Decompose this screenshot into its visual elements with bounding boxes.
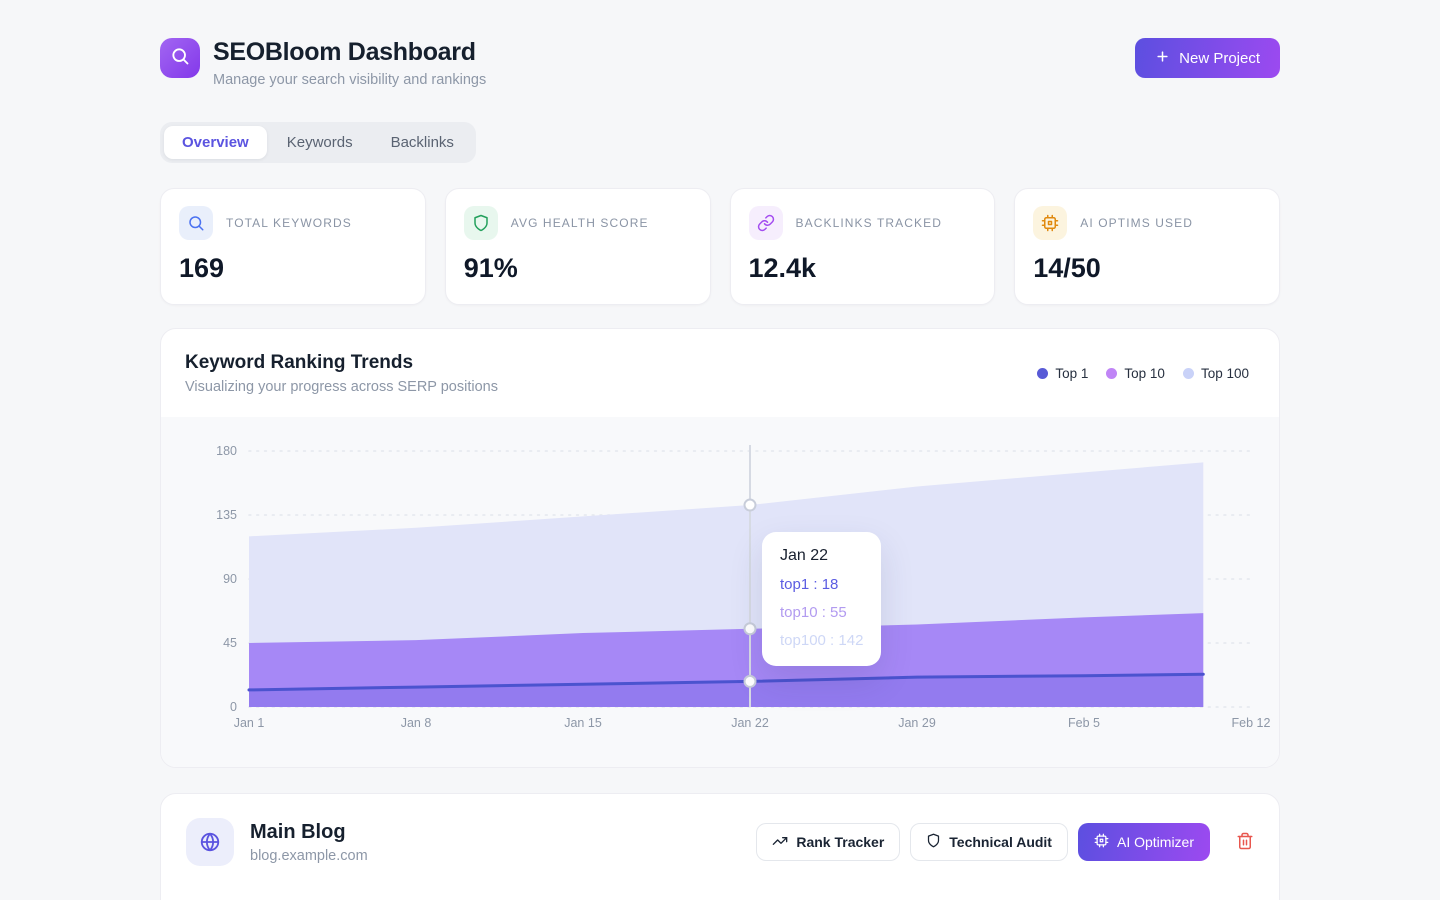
- page-subtitle: Manage your search visibility and rankin…: [213, 72, 487, 88]
- svg-text:45: 45: [223, 636, 237, 650]
- plus-icon: [1155, 49, 1170, 68]
- tab-overview[interactable]: Overview: [164, 126, 267, 159]
- new-project-button[interactable]: New Project: [1135, 38, 1280, 78]
- site-name: Main Blog: [250, 820, 346, 843]
- stat-label: BACKLINKS TRACKED: [795, 216, 943, 230]
- trending-up-icon: [772, 833, 788, 852]
- globe-icon: [186, 818, 234, 866]
- site-info: Main Blog blog.example.com: [250, 821, 368, 864]
- technical-audit-label: Technical Audit: [949, 834, 1052, 850]
- svg-text:90: 90: [223, 572, 237, 586]
- header: SEOBloom Dashboard Manage your search vi…: [160, 0, 1280, 88]
- link-icon: [748, 206, 783, 240]
- chart-tooltip: Jan 22 top1 : 18 top10 : 55 top100 : 142: [762, 532, 882, 666]
- rank-tracker-button[interactable]: Rank Tracker: [756, 823, 901, 861]
- ai-optimizer-button[interactable]: AI Optimizer: [1077, 823, 1210, 861]
- tab-keywords[interactable]: Keywords: [286, 134, 353, 151]
- legend-dot-top100: [1182, 367, 1194, 379]
- brand-text: SEOBloom Dashboard Manage your search vi…: [213, 38, 486, 88]
- stat-label: AI OPTIMS USED: [1080, 216, 1193, 230]
- stat-label: AVG HEALTH SCORE: [510, 216, 649, 230]
- site-card-main-blog: Main Blog blog.example.com Rank Tracker …: [160, 793, 1280, 900]
- tab-backlinks[interactable]: Backlinks: [390, 134, 454, 151]
- stat-top: AVG HEALTH SCORE: [463, 206, 692, 240]
- svg-text:Feb 5: Feb 5: [1068, 716, 1100, 730]
- legend-item-top100[interactable]: Top 100: [1182, 365, 1249, 381]
- stat-card-ai-optims: AI OPTIMS USED 14/50: [1014, 188, 1280, 305]
- stat-top: BACKLINKS TRACKED: [748, 206, 977, 240]
- svg-text:Jan 8: Jan 8: [401, 716, 432, 730]
- trash-icon: [1236, 832, 1254, 853]
- stat-label: TOTAL KEYWORDS: [226, 216, 352, 230]
- rank-tracker-label: Rank Tracker: [796, 834, 885, 850]
- svg-text:Jan 29: Jan 29: [898, 716, 936, 730]
- legend-item-top10[interactable]: Top 10: [1106, 366, 1165, 381]
- legend-label: Top 10: [1124, 365, 1165, 381]
- legend-item-top1[interactable]: Top 1: [1037, 366, 1088, 381]
- technical-audit-button[interactable]: Technical Audit: [910, 823, 1068, 861]
- stats-row: TOTAL KEYWORDS 169 AVG HEALTH SCORE 91% …: [160, 188, 1280, 305]
- legend-label: Top 1: [1055, 365, 1089, 381]
- site-card-header: Main Blog blog.example.com Rank Tracker …: [186, 818, 1254, 866]
- stat-value: 91%: [463, 253, 518, 283]
- tab-bar: Overview Keywords Backlinks: [160, 122, 476, 163]
- stat-top: TOTAL KEYWORDS: [179, 206, 407, 240]
- stat-value: 169: [179, 253, 225, 283]
- search-icon: [170, 46, 190, 71]
- svg-text:Feb 12: Feb 12: [1232, 716, 1271, 730]
- chart-title: Keyword Ranking Trends: [185, 351, 414, 373]
- stat-top: AI OPTIMS USED: [1033, 206, 1261, 240]
- tooltip-row-top1: top1 : 18: [780, 576, 839, 593]
- trend-chart-svg: 0 45 90 135 180 Jan 1 Jan 8 Jan 15 Jan 22 Jan 29 F…: [216, 444, 1271, 730]
- chart-header-text: Keyword Ranking Trends Visualizing your …: [185, 352, 498, 395]
- svg-text:180: 180: [216, 444, 237, 458]
- chip-icon: [1094, 833, 1109, 851]
- app-logo: [160, 38, 200, 78]
- svg-text:Jan 1: Jan 1: [234, 716, 265, 730]
- legend-label: Top 100: [1200, 365, 1249, 381]
- site-actions: Rank Tracker Technical Audit AI Optimize…: [756, 823, 1254, 861]
- ai-optimizer-label: AI Optimizer: [1116, 834, 1194, 850]
- brand: SEOBloom Dashboard Manage your search vi…: [160, 38, 486, 88]
- svg-text:Jan 22: Jan 22: [731, 716, 769, 730]
- legend-dot-top10: [1106, 367, 1118, 379]
- tooltip-row-top100: top100 : 142: [780, 632, 864, 649]
- svg-text:0: 0: [230, 700, 237, 714]
- new-project-label: New Project: [1179, 49, 1260, 67]
- svg-text:135: 135: [216, 508, 237, 522]
- stat-value: 12.4k: [748, 253, 817, 283]
- page-title: SEOBloom Dashboard: [213, 38, 476, 66]
- chart-plot-area[interactable]: 0 45 90 135 180 Jan 1 Jan 8 Jan 15 Jan 22 Jan 29 F…: [161, 417, 1279, 767]
- shield-icon: [926, 833, 941, 851]
- keyword-ranking-trends-card: Keyword Ranking Trends Visualizing your …: [160, 328, 1280, 768]
- chip-icon: [1033, 206, 1068, 240]
- chart-legend: Top 1 Top 10 Top 100: [1037, 366, 1249, 381]
- stat-card-health-score: AVG HEALTH SCORE 91%: [444, 188, 711, 305]
- chart-subtitle: Visualizing your progress across SERP po…: [185, 378, 498, 395]
- shield-icon: [463, 206, 498, 240]
- site-domain: blog.example.com: [250, 847, 368, 864]
- tooltip-date: Jan 22: [780, 547, 829, 564]
- stat-value: 14/50: [1033, 253, 1101, 283]
- search-icon: [179, 206, 213, 240]
- svg-text:Jan 15: Jan 15: [564, 716, 602, 730]
- legend-dot-top1: [1037, 367, 1049, 379]
- page: SEOBloom Dashboard Manage your search vi…: [160, 0, 1280, 900]
- stat-card-backlinks: BACKLINKS TRACKED 12.4k: [729, 188, 996, 305]
- delete-site-button[interactable]: [1236, 832, 1254, 853]
- stat-card-total-keywords: TOTAL KEYWORDS 169: [160, 188, 426, 305]
- chart-header: Keyword Ranking Trends Visualizing your …: [161, 329, 1279, 417]
- tooltip-row-top10: top10 : 55: [780, 604, 847, 621]
